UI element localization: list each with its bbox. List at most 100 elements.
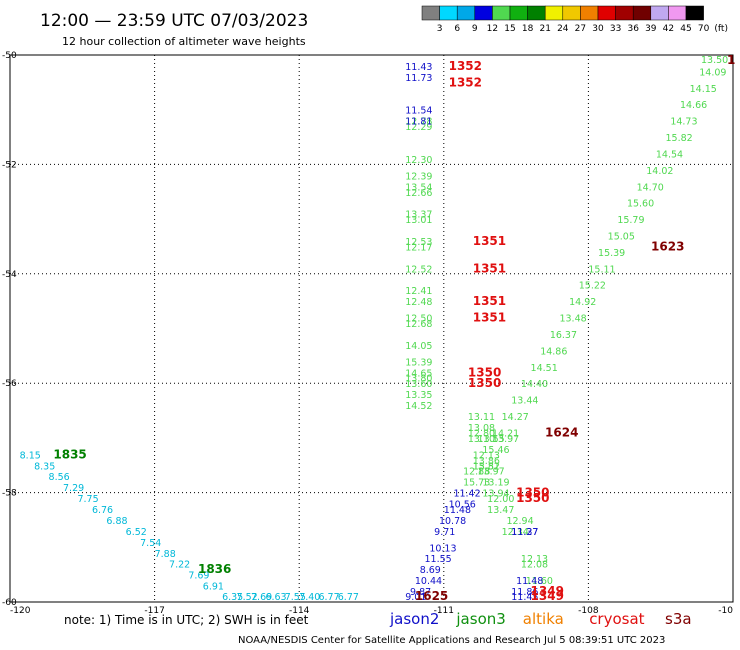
wave-height-label: 12.39: [405, 171, 432, 182]
wave-height-label: 11.60: [526, 576, 553, 587]
wave-height-label: 12.88: [463, 467, 490, 478]
wave-height-label: 14.66: [680, 100, 707, 111]
wave-height-label: 12.41: [405, 286, 432, 297]
x-tick-label: -120: [10, 606, 31, 616]
color-swatch: [474, 5, 493, 21]
color-swatch: [509, 5, 528, 21]
color-swatch: [668, 5, 687, 21]
color-swatch: [439, 5, 458, 21]
wave-height-label: 14.92: [569, 297, 596, 308]
time-label: 1352: [449, 75, 482, 89]
wave-height-label: 7.75: [77, 494, 98, 505]
y-tick-label: -56: [2, 379, 17, 389]
color-scale-label: 15: [504, 24, 515, 34]
color-scale-label: 3: [437, 24, 443, 34]
plot-frame: [9, 54, 734, 603]
wave-height-label: 14.15: [690, 84, 717, 95]
color-swatch: [632, 5, 652, 21]
color-scale-label: 30: [592, 24, 604, 34]
grid-lines: [9, 54, 734, 603]
wave-height-label: 6.77: [318, 592, 339, 603]
time-label: 1625: [415, 589, 448, 603]
wave-height-label: 14.70: [637, 182, 664, 193]
wave-height-label: 13.01: [405, 215, 432, 226]
wave-height-label: 12.94: [506, 516, 533, 527]
wave-height-label: 15.73: [463, 478, 490, 489]
wave-height-label: 11.48: [516, 576, 543, 587]
color-scale-label: (ft): [714, 24, 728, 34]
satellite-legend-item: s3a: [665, 610, 692, 628]
footer-credit: NOAA/NESDIS Center for Satellite Applica…: [238, 635, 665, 646]
time-label: 1624: [545, 425, 578, 439]
color-scale-label: 24: [557, 24, 569, 34]
x-tick-label: -10: [718, 606, 733, 616]
wave-height-label: 10.13: [429, 543, 456, 554]
wave-height-label: 12.68: [405, 319, 432, 330]
wave-height-label: 15.60: [627, 199, 654, 210]
wave-height-label: 15.11: [588, 264, 615, 275]
wave-height-label: 14.09: [699, 67, 726, 78]
wave-height-label: 11.42: [453, 489, 480, 500]
wave-height-label: 8.15: [20, 450, 41, 461]
wave-height-label: 11.55: [425, 554, 452, 565]
satellite-legend-item: jason2: [389, 610, 439, 628]
wave-height-label: 12.52: [405, 264, 432, 275]
wave-height-label: 15.39: [405, 357, 432, 368]
wave-height-label: 14.65: [405, 368, 432, 379]
time-label: 1349: [531, 584, 564, 598]
time-label: 1351: [473, 294, 506, 308]
color-swatch: [650, 5, 669, 21]
wave-height-label: 14.52: [405, 401, 432, 412]
color-scale-label: 12: [487, 24, 498, 34]
time-label: 1623: [651, 239, 684, 253]
wave-height-label: 11.37: [511, 527, 538, 538]
wave-height-label: 12.48: [405, 297, 432, 308]
wave-height-label: 7.88: [155, 549, 176, 560]
wave-height-label: 12.34: [502, 527, 529, 538]
time-label: 1349: [531, 589, 564, 603]
time-label: 1836: [198, 562, 231, 576]
satellite-legend-item: jason3: [455, 610, 505, 628]
color-scale-label: 39: [645, 24, 657, 34]
data-labels: 8.158.358.567.297.756.766.886.527.547.88…: [20, 55, 729, 603]
wave-height-label: 10.78: [439, 516, 466, 527]
time-label: 1351: [473, 311, 506, 325]
satellite-legend-item: altika: [523, 610, 564, 628]
wave-height-label: 13.94: [482, 489, 509, 500]
wave-height-label: 14.27: [502, 412, 529, 423]
wave-height-label: 13.97: [492, 434, 519, 445]
wave-height-label: 12.80: [468, 428, 495, 439]
wave-height-label: 7.55: [285, 592, 306, 603]
wave-height-label: 14.73: [670, 117, 697, 128]
wave-height-label: 8.69: [420, 565, 441, 576]
color-scale-label: 33: [610, 24, 621, 34]
x-tick-label: -108: [578, 606, 599, 616]
wave-height-label: 11.45: [511, 592, 538, 603]
wave-height-label: 11.27: [511, 527, 538, 538]
color-scale-label: 21: [539, 24, 550, 34]
legend-note: note: 1) Time is in UTC; 2) SWH is in fe…: [64, 613, 309, 627]
wave-height-label: 13.44: [511, 396, 538, 407]
wave-height-label: 10.44: [415, 576, 442, 587]
wave-height-label: 11.43: [405, 62, 432, 73]
wave-height-label: 7.69: [251, 592, 272, 603]
wave-height-label: 13.97: [478, 467, 505, 478]
wave-height-label: 13.55: [478, 434, 505, 445]
y-axis-ticks: -50 -52 -54 -56 -58 -60: [2, 51, 17, 608]
wave-height-label: 12.13: [473, 450, 500, 461]
color-scale-label: 27: [575, 24, 586, 34]
y-tick-label: -58: [2, 489, 17, 499]
color-scale-label: 6: [454, 24, 460, 34]
wave-height-label: 11.81: [405, 117, 432, 128]
wave-height-label: 12.30: [405, 155, 432, 166]
color-scale-label: 70: [698, 24, 710, 34]
wave-height-label: 12.08: [521, 560, 548, 571]
wave-height-label: 13.47: [487, 505, 514, 516]
wave-height-label: 13.37: [405, 210, 432, 221]
wave-height-label: 13.80: [405, 374, 432, 385]
wave-height-label: 15.81: [473, 461, 500, 472]
x-tick-label: -111: [434, 606, 454, 616]
color-scale-label: 42: [663, 24, 674, 34]
x-tick-label: -114: [289, 606, 310, 616]
